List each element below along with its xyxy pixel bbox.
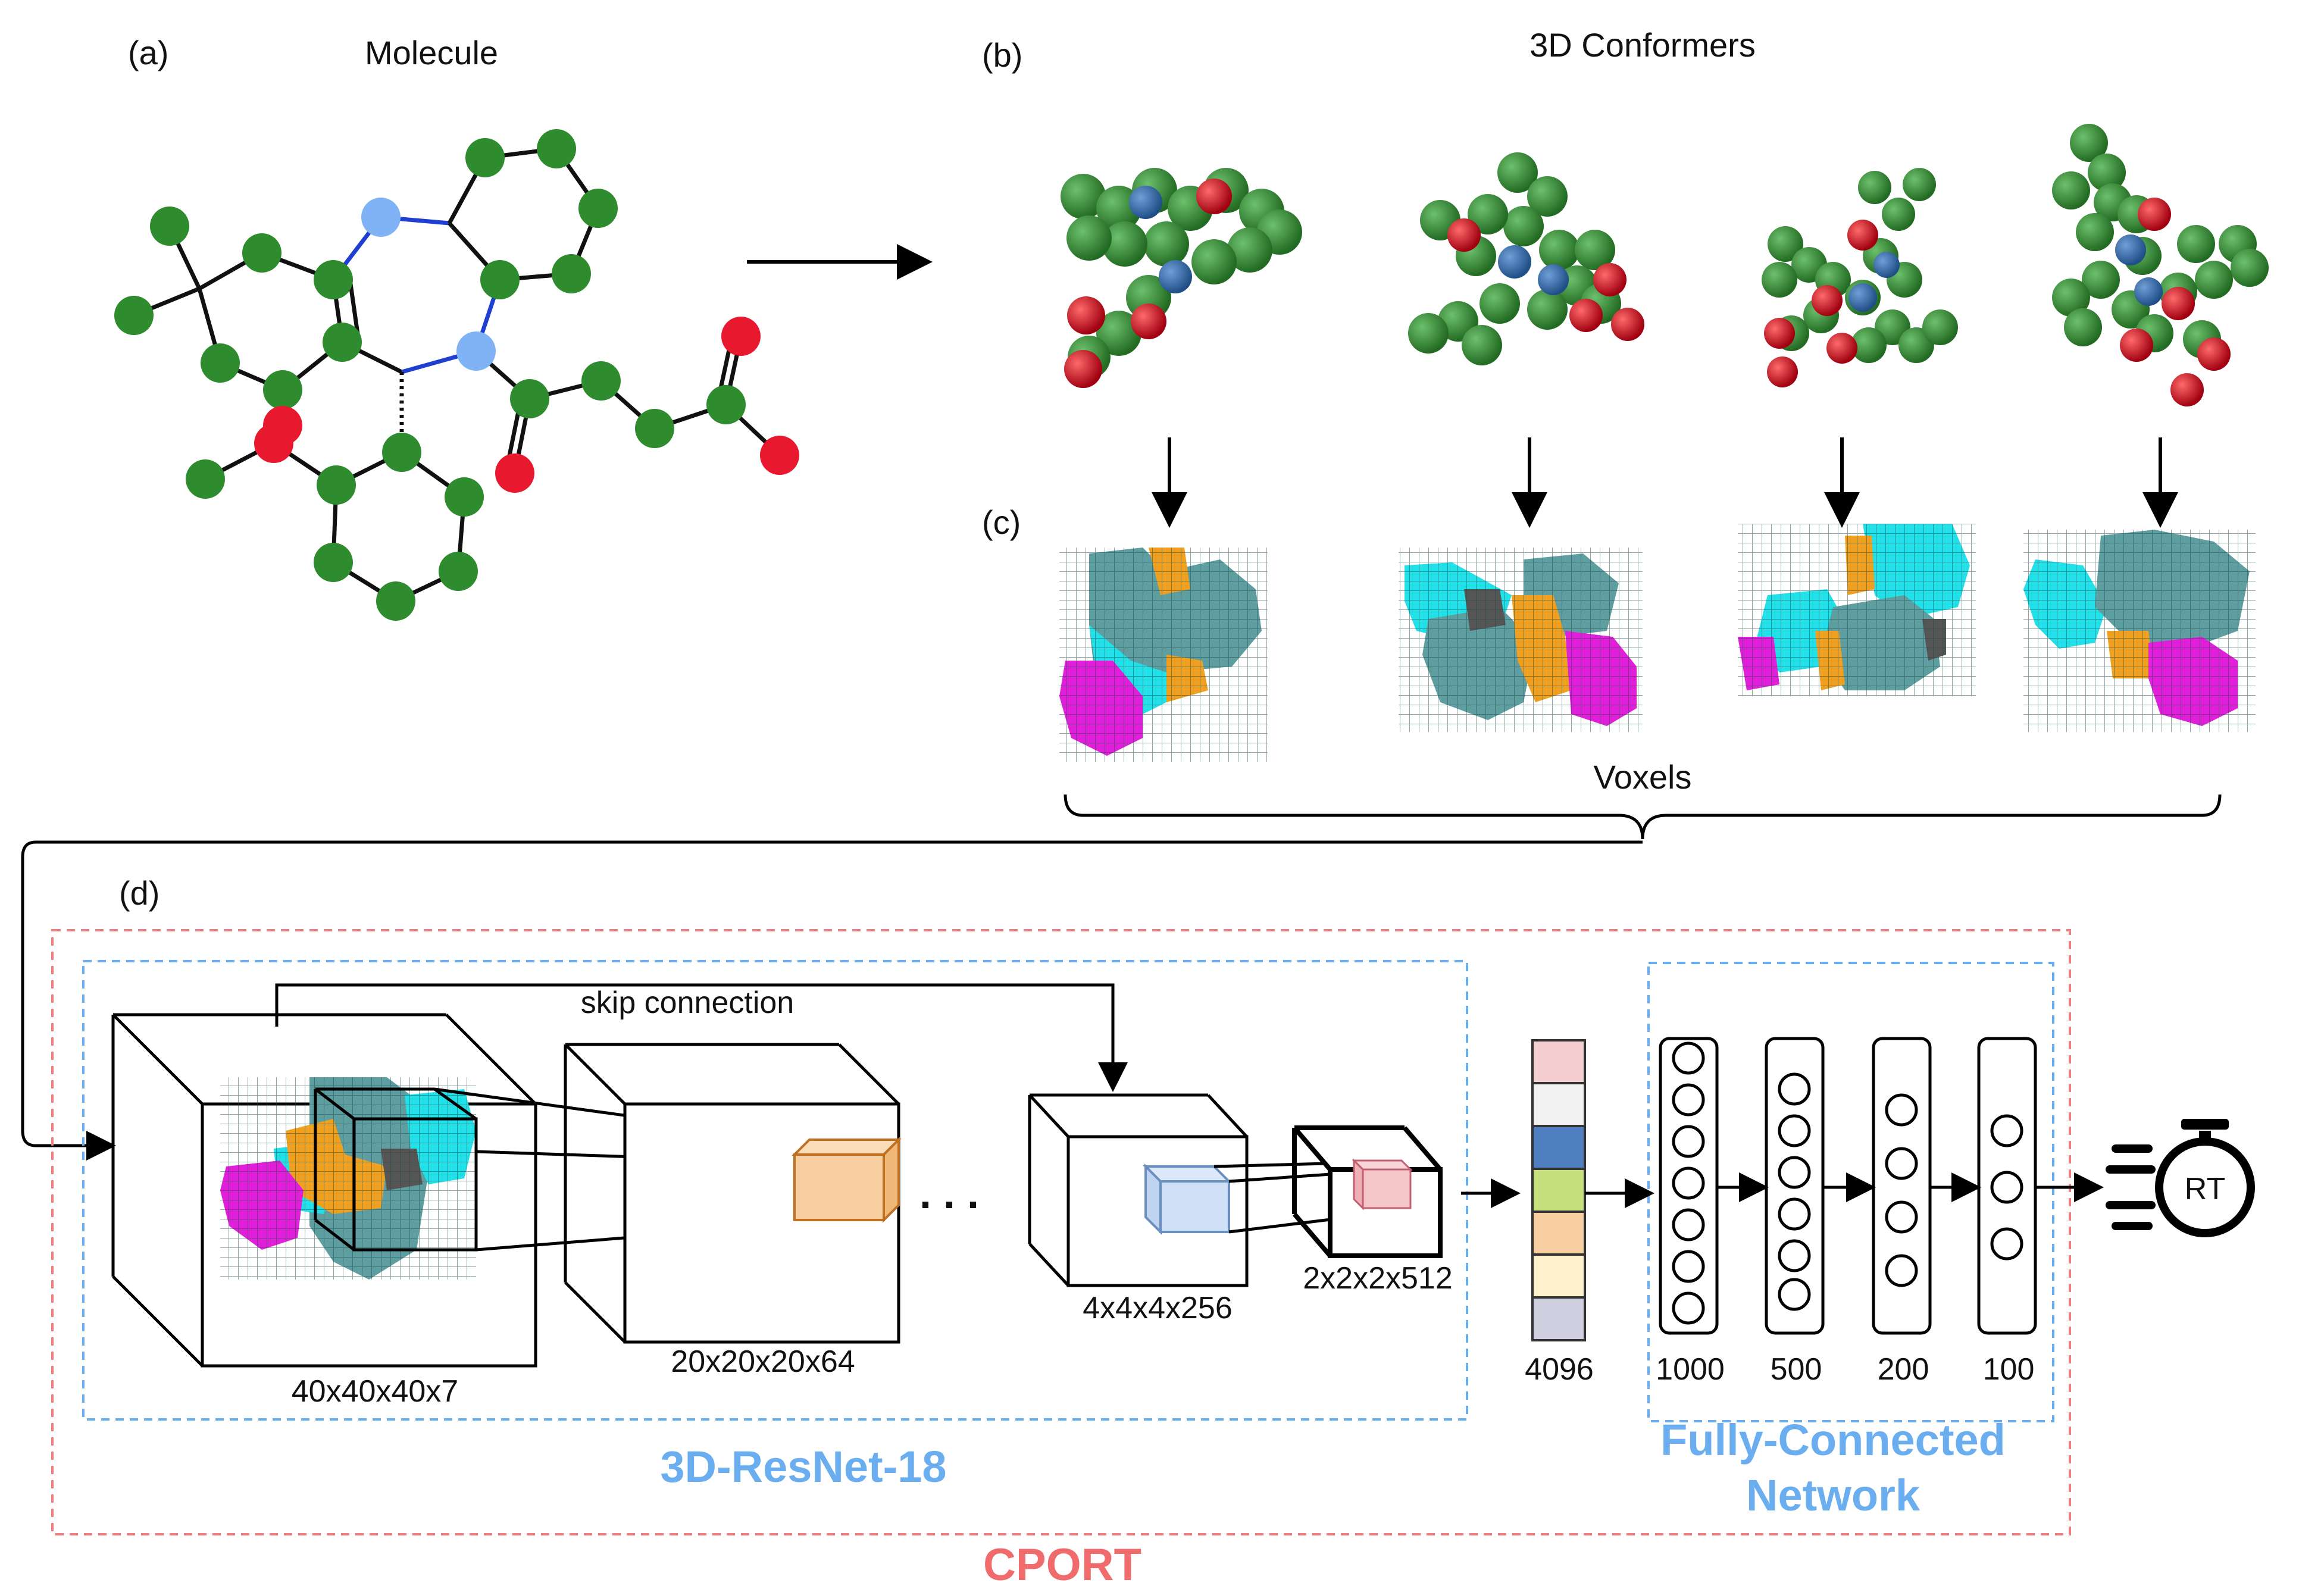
panel-b-title: 3D Conformers — [1529, 26, 1756, 64]
fc-layer-100 — [1977, 1037, 2037, 1335]
layer-1-label: 40x40x40x7 — [292, 1374, 458, 1409]
voxel-grid-4 — [2023, 530, 2256, 732]
resnet-title: 3D-ResNet-18 — [660, 1442, 946, 1491]
skip-connection-arrow — [275, 983, 1128, 1092]
conformer-to-voxel-arrows — [1152, 437, 2178, 528]
fc-layer-200 — [1872, 1037, 1932, 1335]
fc-layer-3-label: 200 — [1878, 1352, 1929, 1387]
panel-c-tag: (c) — [982, 503, 1021, 541]
layer-2-label: 20x20x20x64 — [671, 1344, 855, 1379]
conformer-3 — [1762, 168, 1958, 387]
panel-d-tag: (d) — [119, 874, 159, 912]
molecule-atoms — [114, 129, 799, 621]
voxel-grid-3 — [1738, 524, 1976, 696]
fc-layer-4-label: 100 — [1983, 1352, 2035, 1387]
resnet-layer-4 — [1292, 1125, 1443, 1258]
resnet-layer-2-feature-cube — [792, 1137, 902, 1223]
feature-vector — [1531, 1039, 1586, 1341]
voxel-grid-2 — [1399, 548, 1643, 732]
layer-3-label: 4x4x4x256 — [1083, 1291, 1233, 1325]
skip-connection-label: skip connection — [581, 986, 794, 1020]
conformer-1 — [1061, 168, 1302, 388]
voxels-to-resnet-connector — [21, 840, 1643, 1161]
resnet-boundary — [82, 960, 1468, 1421]
fc-layer-2-label: 500 — [1771, 1352, 1822, 1387]
resnet-layer-3-feature-cube — [1143, 1163, 1232, 1235]
conformer-4 — [2052, 124, 2269, 406]
panel-a-title: Molecule — [365, 34, 498, 71]
fc-layer-1000 — [1659, 1037, 1719, 1335]
layers-ellipsis: . . . — [919, 1170, 979, 1218]
voxels-caption: Voxels — [1594, 758, 1692, 796]
panel-a-tag: (a) — [128, 34, 168, 71]
voxels-brace — [1064, 794, 2222, 840]
resnet-layer-4-feature-cube — [1352, 1158, 1413, 1211]
fc-title-line1: Fully-Connected — [1660, 1415, 2006, 1465]
fc-layer-500 — [1765, 1037, 1825, 1335]
voxel-grid-1 — [1059, 548, 1268, 762]
feature-vector-size: 4096 — [1525, 1352, 1594, 1387]
output-label: RT — [2185, 1172, 2225, 1206]
fc-title-line2: Network — [1746, 1471, 1920, 1520]
conformer-2 — [1408, 152, 1644, 365]
layer-4-label: 2x2x2x512 — [1303, 1261, 1453, 1296]
stopwatch-icon — [2106, 1119, 2255, 1237]
fc-boundary — [1647, 962, 2054, 1422]
cport-title: CPORT — [983, 1540, 1141, 1590]
fc-layer-1-label: 1000 — [1656, 1352, 1725, 1387]
panel-b-tag: (b) — [982, 36, 1022, 74]
cport-boundary — [51, 929, 2071, 1535]
resnet-input-voxel — [220, 1077, 476, 1280]
